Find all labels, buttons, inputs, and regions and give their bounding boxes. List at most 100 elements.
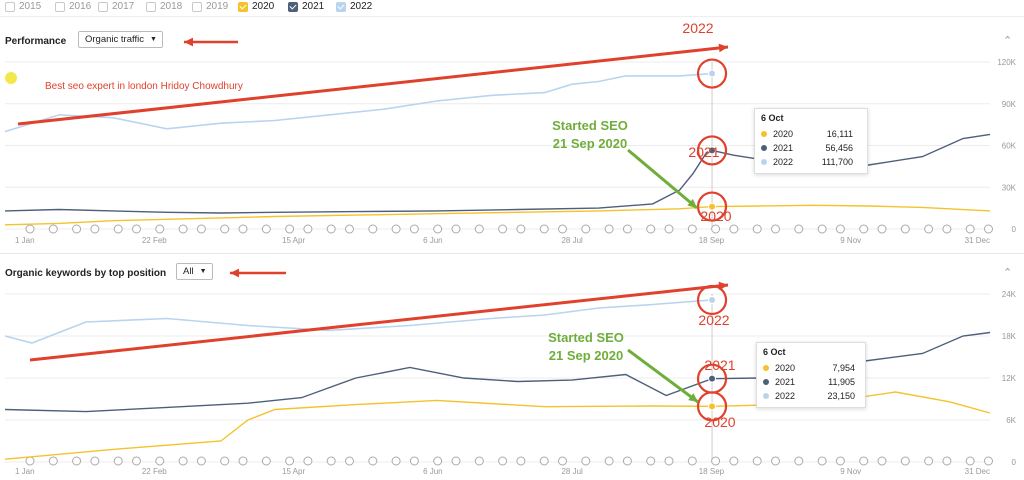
series-line-2022 xyxy=(4,72,713,133)
update-marker-icon xyxy=(984,224,993,234)
update-marker-icon xyxy=(924,224,934,234)
x-tick-label: 15 Apr xyxy=(282,236,305,245)
update-marker-icon xyxy=(729,456,739,466)
update-marker-icon xyxy=(794,224,804,234)
tooltip-value: 56,456 xyxy=(825,143,853,153)
collapse-performance-icon[interactable]: ⌃ xyxy=(1003,35,1013,47)
update-marker-icon xyxy=(220,456,230,466)
tooltip-year: 2022 xyxy=(773,157,794,167)
update-marker-icon xyxy=(48,224,58,234)
update-marker-icon xyxy=(516,224,526,234)
collapse-keywords-icon[interactable]: ⌃ xyxy=(1003,267,1013,279)
performance-metric-dropdown[interactable]: Organic traffic ▼ xyxy=(78,31,163,48)
update-marker-icon xyxy=(178,224,188,234)
year-label: 2020 xyxy=(252,1,275,12)
tooltip-row-2021: 2021 56,456 xyxy=(761,141,861,155)
update-marker-icon xyxy=(558,224,567,234)
series-line-2021 xyxy=(4,331,991,413)
year-checkbox-2016[interactable]: 2016 xyxy=(55,1,91,12)
checkbox-icon xyxy=(288,1,298,12)
update-marker-icon xyxy=(368,224,378,234)
update-marker-icon xyxy=(664,224,674,234)
update-marker-icon xyxy=(877,456,887,466)
update-marker-icon xyxy=(622,224,632,234)
red-trend-arrow-1 xyxy=(17,45,729,126)
tooltip-date: 6 Oct xyxy=(763,347,786,357)
update-marker-icon xyxy=(558,456,567,466)
x-tick-label: 31 Dec xyxy=(965,467,990,476)
update-marker-icon xyxy=(539,224,549,234)
section-divider xyxy=(0,253,1024,254)
tooltip-row-2021: 2021 11,905 xyxy=(763,375,859,389)
green-arrow-2-head xyxy=(688,393,698,402)
red-trend-arrow-2-head xyxy=(718,281,728,291)
update-marker-icon xyxy=(752,456,762,466)
tooltip-value: 23,150 xyxy=(827,391,855,401)
started-seo-line2-performance: 21 Sep 2020 xyxy=(553,136,627,151)
red-arrow-dropdown-1-head xyxy=(184,37,194,47)
checkbox-icon xyxy=(336,1,346,12)
started-seo-line1-keywords: Started SEO xyxy=(548,330,624,345)
update-marker-icon xyxy=(817,456,827,466)
update-marker-icon xyxy=(238,456,248,466)
year-checkbox-2021[interactable]: 2021 xyxy=(288,1,324,12)
update-marker-icon xyxy=(835,224,845,234)
x-tick-label: 31 Dec xyxy=(965,236,990,245)
update-marker-icon xyxy=(433,224,443,234)
year-checkbox-2019[interactable]: 2019 xyxy=(192,1,228,12)
update-marker-icon xyxy=(196,224,206,234)
x-tick-label: 6 Jun xyxy=(423,236,443,245)
checkbox-icon xyxy=(98,1,108,12)
year-checkbox-2018[interactable]: 2018 xyxy=(146,1,182,12)
update-marker-icon xyxy=(368,456,378,466)
red-trend-arrow-1-head xyxy=(718,43,728,53)
update-marker-icon xyxy=(687,224,697,234)
update-marker-icon xyxy=(516,456,526,466)
update-marker-icon xyxy=(900,456,910,466)
x-tick-label: 1 Jan xyxy=(15,467,35,476)
year-checkbox-2017[interactable]: 2017 xyxy=(98,1,134,12)
hover-dot-2020 xyxy=(708,202,717,211)
update-marker-icon xyxy=(474,456,484,466)
update-marker-icon xyxy=(90,456,100,466)
legend-dot-2020 xyxy=(763,365,769,371)
tooltip-value: 111,700 xyxy=(821,157,853,167)
year-checkbox-2015[interactable]: 2015 xyxy=(5,1,41,12)
update-marker-icon xyxy=(25,456,35,466)
update-marker-icon xyxy=(72,224,82,234)
update-marker-icon xyxy=(409,224,419,234)
update-marker-icon xyxy=(622,456,632,466)
update-marker-icon xyxy=(474,224,484,234)
update-marker-icon xyxy=(859,224,869,234)
red-arrow-dropdown-2-head xyxy=(230,268,240,278)
highlight-circle-2020 xyxy=(696,191,728,222)
x-tick-label: 6 Jun xyxy=(423,467,443,476)
highlight-circle-2021 xyxy=(696,135,728,166)
green-arrow-1 xyxy=(627,148,698,210)
update-marker-icon xyxy=(285,224,295,234)
update-marker-icon xyxy=(942,456,952,466)
update-marker-icon xyxy=(261,224,271,234)
performance-title: Performance xyxy=(5,36,67,47)
x-tick-label: 1 Jan xyxy=(15,236,35,245)
update-marker-icon xyxy=(877,224,887,234)
keywords-tooltip: 6 Oct 2020 7,954 2021 11,905 2022 23,150 xyxy=(756,342,866,408)
label-2021-keywords: 2021 xyxy=(704,357,735,373)
y-tick-label: 60K xyxy=(1002,142,1017,151)
year-checkbox-2022[interactable]: 2022 xyxy=(336,1,372,12)
tooltip-row-2022: 2022 111,700 xyxy=(761,155,861,169)
started-seo-line2-keywords: 21 Sep 2020 xyxy=(549,348,623,363)
tooltip-year: 2022 xyxy=(775,391,796,401)
year-label: 2021 xyxy=(302,1,325,12)
annotation-text: Best seo expert in london Hridoy Chowdhu… xyxy=(45,81,243,92)
green-arrow-2 xyxy=(627,348,699,404)
update-marker-icon xyxy=(794,456,804,466)
update-marker-icon xyxy=(646,224,656,234)
update-marker-icon xyxy=(646,456,656,466)
keywords-position-dropdown[interactable]: All ▼ xyxy=(176,263,213,280)
update-marker-icon xyxy=(345,224,354,234)
y-tick-label: 120K xyxy=(997,58,1016,67)
year-checkbox-2020[interactable]: 2020 xyxy=(238,1,274,12)
tooltip-value: 16,111 xyxy=(826,129,853,139)
chevron-down-icon: ▼ xyxy=(199,268,207,275)
